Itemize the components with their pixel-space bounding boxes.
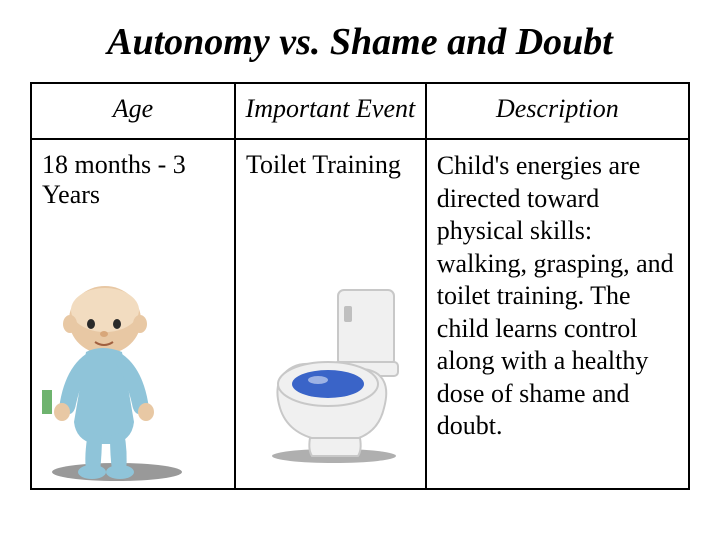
baby-icon bbox=[42, 272, 192, 482]
table-header-row: Age Important Event Description bbox=[31, 83, 689, 139]
cell-age: 18 months - 3 Years bbox=[31, 139, 235, 489]
table-row: 18 months - 3 Years bbox=[31, 139, 689, 489]
event-text: Toilet Training bbox=[246, 150, 415, 180]
col-header-event: Important Event bbox=[235, 83, 426, 139]
description-text: Child's energies are directed toward phy… bbox=[437, 150, 678, 443]
col-header-age: Age bbox=[31, 83, 235, 139]
stage-table: Age Important Event Description 18 month… bbox=[30, 82, 690, 490]
toilet-icon bbox=[264, 284, 404, 464]
age-text: 18 months - 3 Years bbox=[42, 150, 224, 210]
cell-event: Toilet Training bbox=[235, 139, 426, 489]
col-header-description: Description bbox=[426, 83, 689, 139]
page-title: Autonomy vs. Shame and Doubt bbox=[30, 20, 690, 64]
cell-description: Child's energies are directed toward phy… bbox=[426, 139, 689, 489]
